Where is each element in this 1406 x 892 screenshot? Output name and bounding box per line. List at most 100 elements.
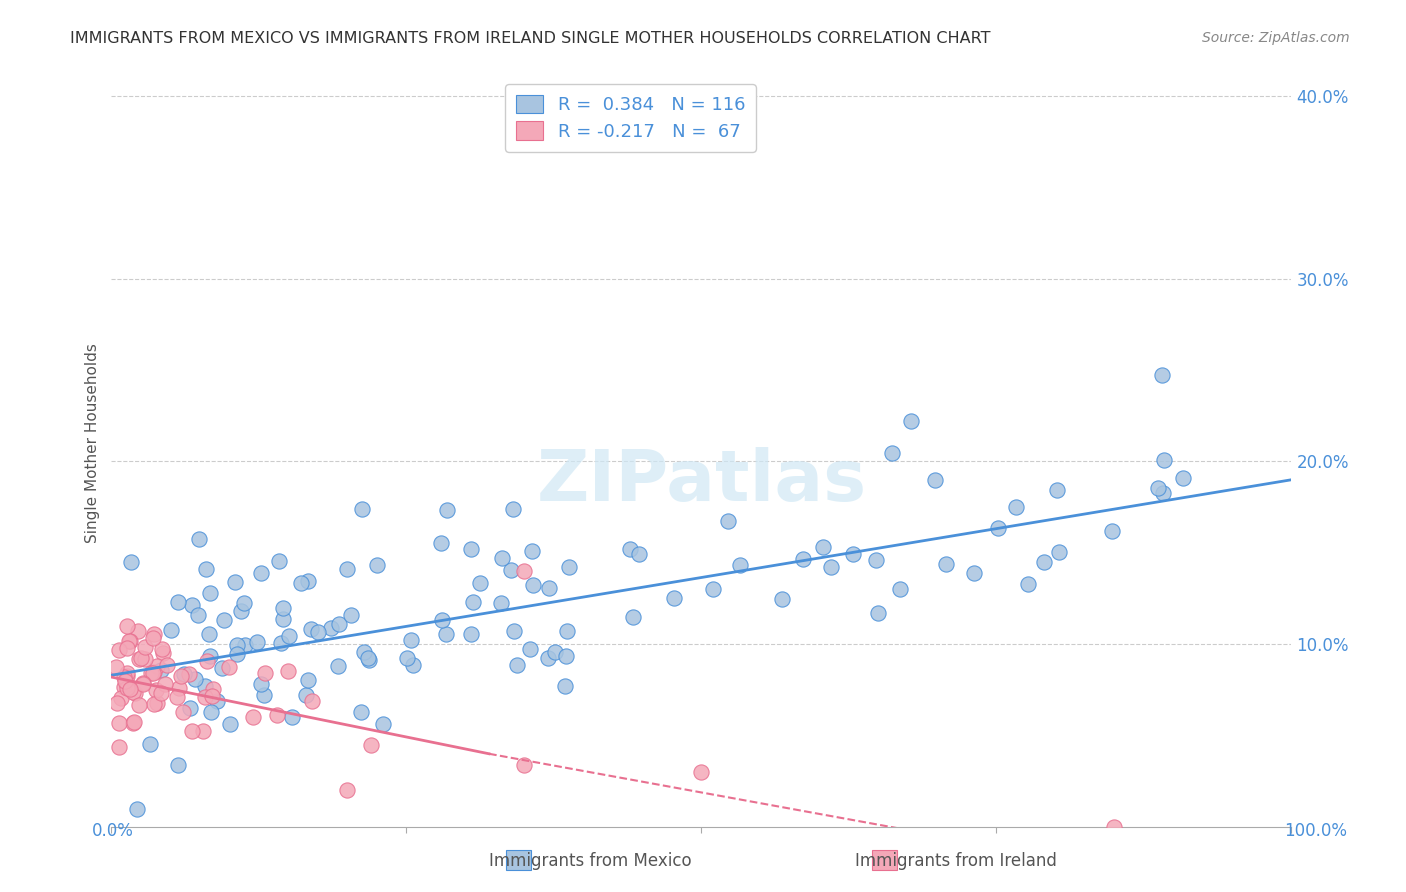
Point [499, 563, 522, 577]
Point [226, 647, 249, 661]
Point [360, 738, 382, 752]
Point [146, 696, 169, 710]
Point [328, 617, 350, 632]
Point [139, 737, 162, 751]
Point [468, 576, 491, 591]
Point [114, 673, 136, 688]
Y-axis label: Single Mother Households: Single Mother Households [86, 343, 100, 543]
Point [436, 503, 458, 517]
Point [924, 473, 946, 487]
Point [544, 644, 567, 658]
Point [1046, 483, 1069, 497]
Point [172, 706, 194, 720]
Point [233, 638, 256, 652]
Point [1033, 555, 1056, 569]
Point [142, 665, 165, 680]
Point [266, 708, 288, 723]
Point [250, 677, 273, 691]
Point [198, 648, 221, 663]
Point [717, 515, 740, 529]
Point [150, 642, 173, 657]
Point [152, 646, 174, 660]
Point [118, 681, 141, 696]
Point [145, 683, 167, 698]
Point [301, 694, 323, 708]
Point [865, 553, 887, 567]
Point [115, 665, 138, 680]
Point [107, 642, 129, 657]
Point [194, 679, 217, 693]
Point [522, 578, 544, 592]
Point [229, 604, 252, 618]
Point [173, 667, 195, 681]
Point [121, 716, 143, 731]
Point [170, 669, 193, 683]
Point [281, 710, 304, 724]
Point [112, 670, 135, 684]
Point [128, 652, 150, 666]
Point [299, 622, 322, 636]
Point [242, 710, 264, 724]
Text: Source: ZipAtlas.com: Source: ZipAtlas.com [1202, 31, 1350, 45]
Point [115, 669, 138, 683]
Point [127, 624, 149, 638]
Point [166, 690, 188, 704]
Point [149, 663, 172, 677]
Point [297, 673, 319, 688]
Point [522, 544, 544, 558]
Point [124, 686, 146, 700]
Point [558, 559, 581, 574]
Point [110, 691, 132, 706]
Point [1047, 545, 1070, 559]
Point [107, 715, 129, 730]
Point [1153, 453, 1175, 467]
Point [184, 672, 207, 686]
Point [491, 551, 513, 566]
Point [246, 634, 269, 648]
Point [270, 636, 292, 650]
Point [554, 680, 576, 694]
Point [132, 677, 155, 691]
Legend: R =  0.384   N = 116, R = -0.217   N =  67: R = 0.384 N = 116, R = -0.217 N = 67 [505, 84, 756, 152]
Point [1017, 576, 1039, 591]
Point [132, 675, 155, 690]
Point [107, 696, 129, 710]
Point [112, 681, 135, 695]
Point [357, 651, 380, 665]
Point [118, 634, 141, 648]
Point [432, 613, 454, 627]
Point [129, 650, 152, 665]
Point [271, 612, 294, 626]
Point [842, 547, 865, 561]
Point [225, 638, 247, 652]
Point [233, 596, 256, 610]
Point [900, 414, 922, 428]
Point [353, 645, 375, 659]
Point [321, 621, 343, 635]
Point [866, 606, 889, 620]
Point [155, 677, 177, 691]
Point [621, 610, 644, 624]
Point [195, 654, 218, 668]
Point [889, 582, 911, 597]
Point [430, 536, 453, 550]
Point [555, 649, 578, 664]
Point [117, 641, 139, 656]
Point [792, 551, 814, 566]
Point [1152, 486, 1174, 500]
Point [195, 562, 218, 576]
Point [357, 653, 380, 667]
Point [269, 554, 291, 568]
Point [366, 558, 388, 572]
Point [211, 661, 233, 675]
Point [200, 689, 222, 703]
Point [142, 665, 165, 679]
Point [537, 582, 560, 596]
Point [253, 666, 276, 681]
Point [395, 651, 418, 665]
Point [108, 740, 131, 755]
Point [350, 705, 373, 719]
Point [146, 658, 169, 673]
Point [191, 724, 214, 739]
Point [460, 626, 482, 640]
